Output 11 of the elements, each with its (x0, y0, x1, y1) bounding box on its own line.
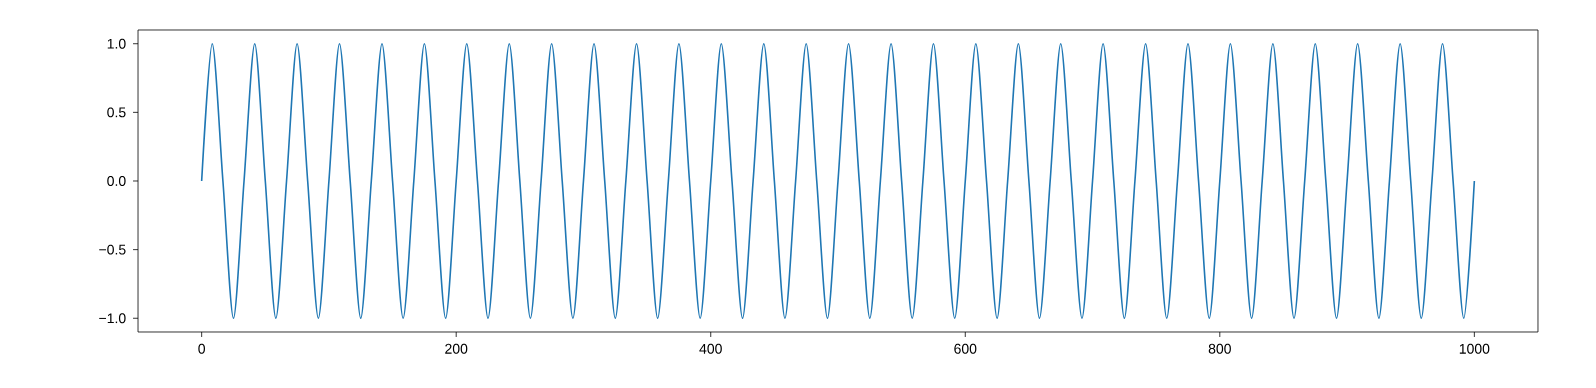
x-tick-label: 600 (954, 343, 977, 354)
x-tick-label: 200 (445, 343, 468, 354)
y-tick-label: 0.0 (107, 176, 126, 186)
y-tick-label: −1.0 (99, 313, 126, 324)
x-tick-label: 1000 (1459, 343, 1490, 354)
x-tick-label: 800 (1208, 343, 1231, 354)
x-tick-label: 0 (198, 343, 206, 354)
y-tick-label: −0.5 (99, 244, 126, 255)
y-tick-label: 1.0 (107, 38, 126, 49)
x-tick-label: 400 (699, 343, 722, 354)
y-tick-label: 0.5 (107, 107, 126, 118)
